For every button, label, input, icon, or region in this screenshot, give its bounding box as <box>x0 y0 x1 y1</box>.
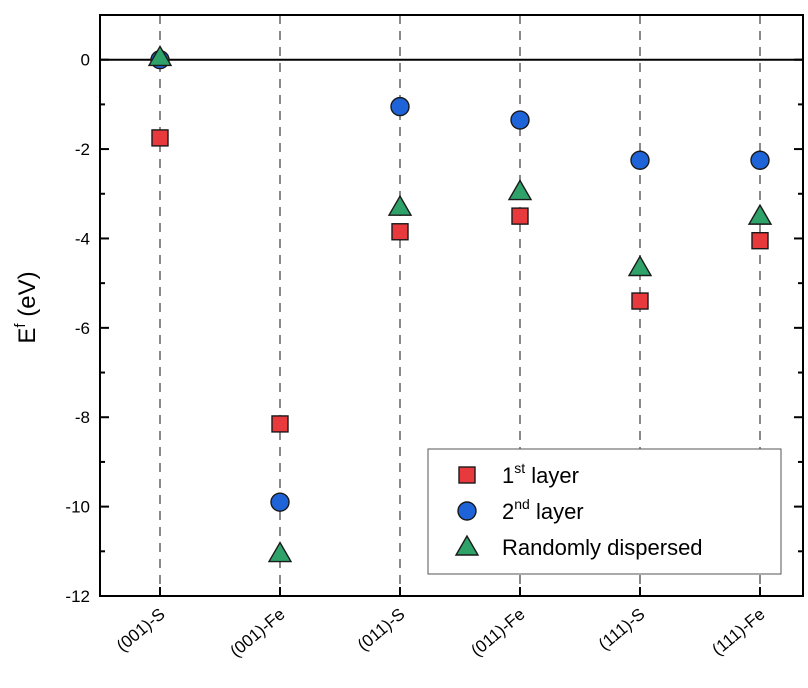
square-marker <box>151 129 169 147</box>
triangle-marker <box>267 541 293 563</box>
circle-marker <box>390 96 410 117</box>
legend-label-rest: layer <box>530 499 584 524</box>
circle-marker <box>750 150 770 170</box>
circle-marker <box>630 150 650 170</box>
y-axis-title-rest: (eV) <box>14 271 41 323</box>
triangle-marker <box>627 255 653 277</box>
data-markers <box>147 45 773 563</box>
y-axis-title: Ef (eV) <box>12 271 41 343</box>
square-marker <box>391 223 409 241</box>
triangle-marker <box>147 45 173 67</box>
legend-label: 2nd layer <box>502 496 584 524</box>
square-marker <box>511 207 529 225</box>
square-marker <box>271 415 289 433</box>
y-tick-label: -10 <box>65 498 90 517</box>
y-tick-label: -2 <box>75 140 90 159</box>
legend-label-main: Randomly dispersed <box>502 535 703 560</box>
legend-box <box>427 448 782 575</box>
y-tick-label: -6 <box>75 319 90 338</box>
y-tick-label: 0 <box>81 51 90 70</box>
legend-label-main: 2 <box>502 499 514 524</box>
circle-marker <box>510 110 530 130</box>
legend-label: Randomly dispersed <box>502 535 703 560</box>
legend-triangle-marker <box>454 534 480 556</box>
y-tick-label: -12 <box>65 587 90 606</box>
y-axis-tick-labels: 0 -2 -4 -6 -8 -10 -12 <box>65 51 90 606</box>
square-marker <box>751 231 769 250</box>
legend-label-superscript: nd <box>514 496 530 512</box>
legend-label-main: 1 <box>502 463 514 488</box>
y-axis-title-superscript: f <box>12 323 29 328</box>
x-axis-ticks <box>159 587 761 596</box>
triangle-marker <box>507 179 533 201</box>
triangle-marker <box>387 194 413 216</box>
y-tick-label: -8 <box>75 408 90 427</box>
square-marker <box>631 292 649 310</box>
plot-frame <box>99 14 804 597</box>
legend-label: 1st layer <box>502 460 579 488</box>
legend-label-superscript: st <box>514 460 525 476</box>
y-axis-title-main: E <box>14 328 41 344</box>
y-tick-label: -4 <box>75 229 90 248</box>
legend-square-marker <box>458 466 476 484</box>
legend-label-rest: layer <box>525 463 579 488</box>
circle-marker <box>270 492 290 512</box>
triangle-marker <box>747 203 773 225</box>
legend-circle-marker <box>457 501 477 521</box>
